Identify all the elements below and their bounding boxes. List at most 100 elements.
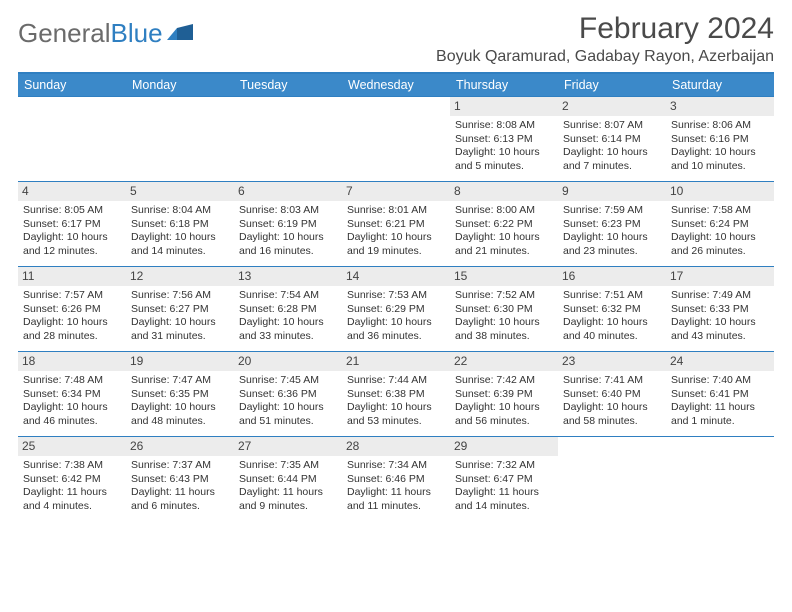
day-cell: . [666,437,774,521]
day-cell: 16Sunrise: 7:51 AMSunset: 6:32 PMDayligh… [558,267,666,351]
day-details: Sunrise: 7:40 AMSunset: 6:41 PMDaylight:… [671,374,769,428]
day-details: Sunrise: 7:59 AMSunset: 6:23 PMDaylight:… [563,204,661,258]
day-cell: . [126,97,234,181]
day-number: 11 [18,267,126,286]
location-subtitle: Boyuk Qaramurad, Gadabay Rayon, Azerbaij… [436,48,774,66]
day-number: 29 [450,437,558,456]
day-number: 18 [18,352,126,371]
dow-header: Sunday [18,74,126,96]
day-cell: 1 Sunrise: 8:08 AMSunset: 6:13 PMDaylight… [450,97,558,181]
day-number: 8 [450,182,558,201]
day-cell: 8 Sunrise: 8:00 AMSunset: 6:22 PMDaylight… [450,182,558,266]
day-cell: . [18,97,126,181]
day-cell: 7Sunrise: 8:01 AMSunset: 6:21 PMDaylight… [342,182,450,266]
day-details: Sunrise: 7:44 AMSunset: 6:38 PMDaylight:… [347,374,445,428]
day-cell: 22 Sunrise: 7:42 AMSunset: 6:39 PMDayligh… [450,352,558,436]
day-of-week-row: SundayMondayTuesdayWednesdayThursdayFrid… [18,74,774,96]
day-number: 12 [126,267,234,286]
day-number: 13 [234,267,342,286]
brand-part2: Blue [111,18,163,49]
day-number: 21 [342,352,450,371]
week-row: 25 Sunrise: 7:38 AMSunset: 6:42 PMDayligh… [18,436,774,521]
day-cell: . [558,437,666,521]
dow-header: Friday [558,74,666,96]
day-number: 26 [126,437,234,456]
day-details: Sunrise: 8:04 AMSunset: 6:18 PMDaylight:… [131,204,229,258]
day-cell: 5 Sunrise: 8:04 AMSunset: 6:18 PMDaylight… [126,182,234,266]
day-cell: . [234,97,342,181]
weeks-container: ....1Sunrise: 8:08 AMSunset: 6:13 PMDayl… [18,96,774,521]
day-cell: 17 Sunrise: 7:49 AMSunset: 6:33 PMDayligh… [666,267,774,351]
day-number: 23 [558,352,666,371]
day-cell: 9 Sunrise: 7:59 AMSunset: 6:23 PMDaylight… [558,182,666,266]
day-number: 20 [234,352,342,371]
day-details: Sunrise: 8:06 AMSunset: 6:16 PMDaylight:… [671,119,769,173]
day-details: Sunrise: 7:45 AMSunset: 6:36 PMDaylight:… [239,374,337,428]
day-cell: 6 Sunrise: 8:03 AMSunset: 6:19 PMDaylight… [234,182,342,266]
day-details: Sunrise: 8:01 AMSunset: 6:21 PMDaylight:… [347,204,445,258]
day-cell: 25 Sunrise: 7:38 AMSunset: 6:42 PMDayligh… [18,437,126,521]
day-cell: 23 Sunrise: 7:41 AMSunset: 6:40 PMDayligh… [558,352,666,436]
day-cell: 10 Sunrise: 7:58 AMSunset: 6:24 PMDayligh… [666,182,774,266]
day-details: Sunrise: 7:42 AMSunset: 6:39 PMDaylight:… [455,374,553,428]
calendar: SundayMondayTuesdayWednesdayThursdayFrid… [18,72,774,521]
dow-header: Saturday [666,74,774,96]
day-cell: 15 Sunrise: 7:52 AMSunset: 6:30 PMDayligh… [450,267,558,351]
day-number: 4 [18,182,126,201]
day-details: Sunrise: 7:51 AMSunset: 6:32 PMDaylight:… [563,289,661,343]
day-number: 14 [342,267,450,286]
day-cell: . [342,97,450,181]
day-number: 28 [342,437,450,456]
day-details: Sunrise: 7:38 AMSunset: 6:42 PMDaylight:… [23,459,121,513]
day-number: 17 [666,267,774,286]
day-number: 9 [558,182,666,201]
brand-logo: GeneralBlue [18,12,195,49]
week-row: 4Sunrise: 8:05 AMSunset: 6:17 PMDaylight… [18,181,774,266]
day-cell: 2Sunrise: 8:07 AMSunset: 6:14 PMDaylight… [558,97,666,181]
day-cell: 3 Sunrise: 8:06 AMSunset: 6:16 PMDaylight… [666,97,774,181]
dow-header: Tuesday [234,74,342,96]
day-cell: 29Sunrise: 7:32 AMSunset: 6:47 PMDayligh… [450,437,558,521]
dow-header: Thursday [450,74,558,96]
day-number: 6 [234,182,342,201]
day-cell: 28 Sunrise: 7:34 AMSunset: 6:46 PMDayligh… [342,437,450,521]
day-number: 10 [666,182,774,201]
day-details: Sunrise: 7:41 AMSunset: 6:40 PMDaylight:… [563,374,661,428]
day-cell: 26 Sunrise: 7:37 AMSunset: 6:43 PMDayligh… [126,437,234,521]
day-details: Sunrise: 7:37 AMSunset: 6:43 PMDaylight:… [131,459,229,513]
week-row: ....1Sunrise: 8:08 AMSunset: 6:13 PMDayl… [18,96,774,181]
day-cell: 18Sunrise: 7:48 AMSunset: 6:34 PMDayligh… [18,352,126,436]
day-details: Sunrise: 7:47 AMSunset: 6:35 PMDaylight:… [131,374,229,428]
day-details: Sunrise: 7:52 AMSunset: 6:30 PMDaylight:… [455,289,553,343]
day-cell: 13 Sunrise: 7:54 AMSunset: 6:28 PMDayligh… [234,267,342,351]
day-number: 19 [126,352,234,371]
day-number: 5 [126,182,234,201]
day-details: Sunrise: 8:08 AMSunset: 6:13 PMDaylight:… [455,119,553,173]
day-details: Sunrise: 7:53 AMSunset: 6:29 PMDaylight:… [347,289,445,343]
day-details: Sunrise: 7:54 AMSunset: 6:28 PMDaylight:… [239,289,337,343]
brand-mark-icon [167,18,195,49]
day-number: 3 [666,97,774,116]
day-cell: 21 Sunrise: 7:44 AMSunset: 6:38 PMDayligh… [342,352,450,436]
brand-part1: General [18,18,111,49]
day-details: Sunrise: 8:03 AMSunset: 6:19 PMDaylight:… [239,204,337,258]
day-cell: 12Sunrise: 7:56 AMSunset: 6:27 PMDayligh… [126,267,234,351]
day-details: Sunrise: 7:34 AMSunset: 6:46 PMDaylight:… [347,459,445,513]
week-row: 11Sunrise: 7:57 AMSunset: 6:26 PMDayligh… [18,266,774,351]
day-details: Sunrise: 8:00 AMSunset: 6:22 PMDaylight:… [455,204,553,258]
dow-header: Wednesday [342,74,450,96]
day-number: 15 [450,267,558,286]
week-row: 18Sunrise: 7:48 AMSunset: 6:34 PMDayligh… [18,351,774,436]
day-cell: 4Sunrise: 8:05 AMSunset: 6:17 PMDaylight… [18,182,126,266]
day-number: 27 [234,437,342,456]
day-number: 1 [450,97,558,116]
day-details: Sunrise: 7:58 AMSunset: 6:24 PMDaylight:… [671,204,769,258]
dow-header: Monday [126,74,234,96]
day-details: Sunrise: 7:49 AMSunset: 6:33 PMDaylight:… [671,289,769,343]
day-number: 25 [18,437,126,456]
day-cell: 24Sunrise: 7:40 AMSunset: 6:41 PMDayligh… [666,352,774,436]
day-cell: 14 Sunrise: 7:53 AMSunset: 6:29 PMDayligh… [342,267,450,351]
page-title: February 2024 [436,12,774,46]
day-cell: 27Sunrise: 7:35 AMSunset: 6:44 PMDayligh… [234,437,342,521]
day-number: 22 [450,352,558,371]
